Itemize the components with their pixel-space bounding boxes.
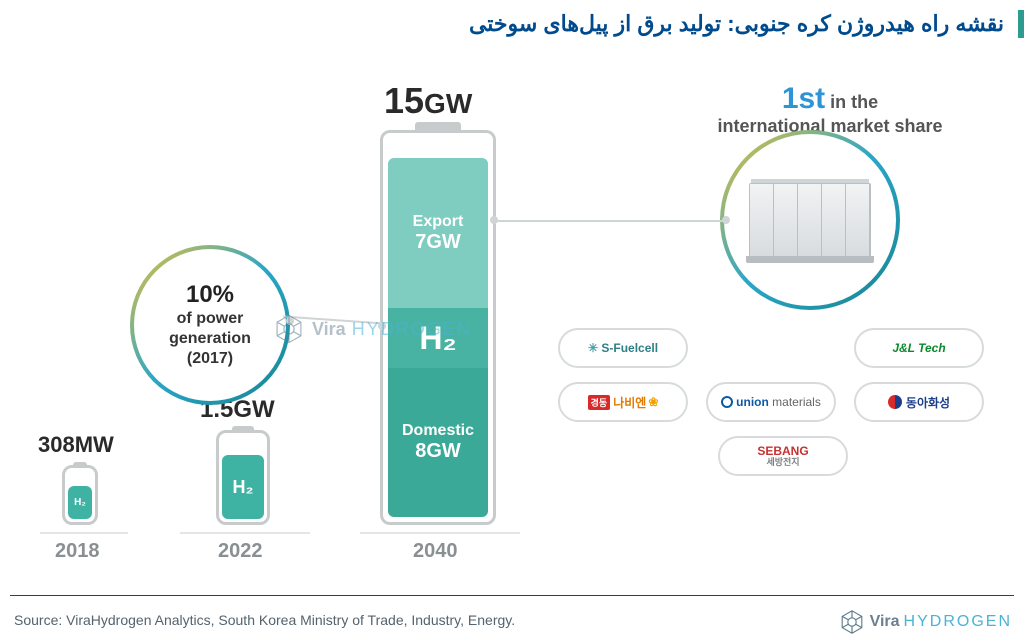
- callout-power-generation: 10% of power generation (2017): [130, 245, 290, 405]
- battery-cap-icon: [232, 426, 254, 433]
- source-text: Source: ViraHydrogen Analytics, South Ko…: [14, 612, 515, 628]
- value-2040: 15GW: [384, 80, 472, 122]
- value-2040-num: 15: [384, 80, 424, 121]
- ring-icon: [721, 396, 733, 408]
- leaf-icon: ❀: [648, 395, 658, 409]
- callout-line: of power: [177, 309, 244, 329]
- divider: [40, 532, 128, 534]
- device-panel: [750, 184, 774, 256]
- page-title: نقشه راه هیدروژن کره جنوبی: تولید برق از…: [469, 11, 1010, 37]
- h2-label: H₂: [74, 497, 86, 508]
- market-first: 1st: [782, 82, 825, 115]
- callout-line: (2017): [187, 349, 233, 369]
- company-badge-jltech: J&L Tech: [854, 328, 984, 368]
- connector-line: [494, 220, 726, 222]
- circle-icon: [888, 395, 902, 409]
- divider: [180, 532, 310, 534]
- device-panel: [798, 184, 822, 256]
- company-badge-sebang: SEBANG 세방전지: [718, 436, 848, 476]
- bottom-logo-vira: Vira: [870, 613, 900, 631]
- segment-domestic-value: 8GW: [415, 440, 461, 463]
- market-rest: in the: [825, 92, 878, 112]
- device-panel: [846, 184, 870, 256]
- callout-market-title: 1st in the international market share: [700, 82, 960, 137]
- battery-2022: H₂: [216, 430, 270, 525]
- company-badge-union: union materials: [706, 382, 836, 422]
- device-base: [746, 256, 874, 263]
- segment-export-label: Export: [413, 213, 464, 231]
- company-badge-navien: 경동나비엔❀: [558, 382, 688, 422]
- kd-badge-icon: 경동: [588, 395, 611, 410]
- watermark-logo: Vira HYDROGEN: [272, 312, 472, 346]
- battery-fill: H₂: [68, 486, 92, 519]
- divider: [360, 532, 520, 534]
- bottom-logo: ViraHYDROGEN: [838, 608, 1012, 636]
- fuelcell-device-icon: [749, 183, 871, 257]
- battery-cap-icon: [415, 122, 461, 133]
- segment-domestic-label: Domestic: [402, 422, 474, 440]
- company-grid: ✳ S-Fuelcell J&L Tech 경동나비엔❀ union mater…: [558, 328, 1008, 476]
- connector-dot-icon: [490, 216, 498, 224]
- watermark-vira: Vira: [312, 319, 346, 340]
- callout-line: generation: [169, 329, 251, 349]
- company-badge-sfuelcell: ✳ S-Fuelcell: [558, 328, 688, 368]
- company-badge-dongwha: 동아화성: [854, 382, 984, 422]
- company-row-center: SEBANG 세방전지: [558, 436, 1008, 476]
- battery-cap-icon: [73, 462, 87, 468]
- title-accent: [1018, 10, 1024, 38]
- callout-pct: 10%: [186, 281, 234, 309]
- battery-2018: H₂: [62, 465, 98, 525]
- segment-export-value: 7GW: [415, 231, 461, 254]
- hex-logo-icon: [838, 608, 866, 636]
- connector-dot-icon: [722, 216, 730, 224]
- value-2018: 308MW: [38, 432, 114, 458]
- year-2022: 2022: [218, 540, 263, 563]
- year-2018: 2018: [55, 540, 100, 563]
- device-panel: [822, 184, 846, 256]
- bottom-rule: [10, 595, 1014, 596]
- callout-market-device: [720, 130, 900, 310]
- snowflake-icon: ✳: [588, 341, 598, 355]
- segment-export: Export 7GW: [388, 158, 488, 308]
- year-2040: 2040: [413, 540, 458, 563]
- device-panel: [774, 184, 798, 256]
- value-2040-unit: GW: [424, 88, 472, 119]
- battery-fill: H₂: [222, 455, 264, 519]
- bottom-logo-hydrogen: HYDROGEN: [904, 613, 1012, 631]
- segment-domestic: Domestic 8GW: [388, 368, 488, 517]
- h2-label: H₂: [233, 477, 254, 498]
- page-title-bar: نقشه راه هیدروژن کره جنوبی: تولید برق از…: [469, 10, 1024, 38]
- spacer: [706, 328, 836, 368]
- hex-logo-icon: [272, 312, 306, 346]
- watermark-hydrogen: HYDROGEN: [352, 319, 472, 340]
